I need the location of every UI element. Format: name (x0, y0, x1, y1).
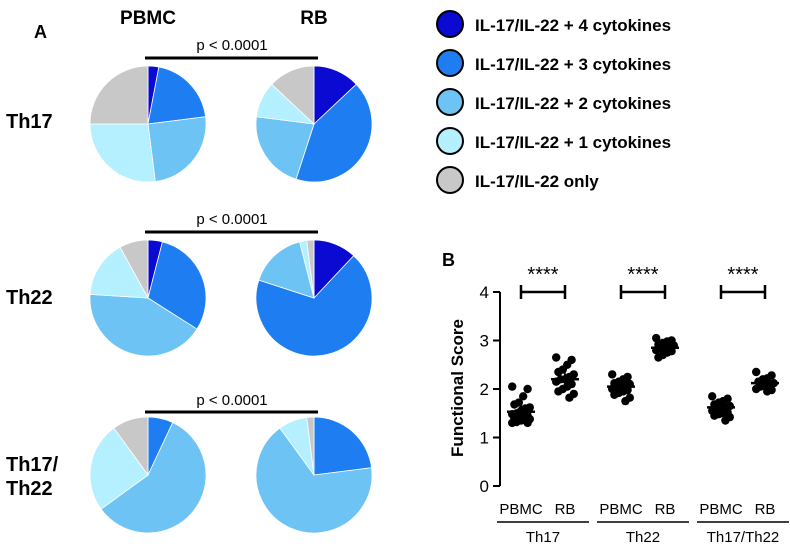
pie-slice (255, 116, 315, 180)
pie-slice (306, 416, 315, 476)
legend-item: IL-17/IL-22 only (436, 166, 599, 194)
panel-b: B Functional Score 0 1 2 3 4 PBMC RB Th17 **** PB… (442, 250, 789, 546)
data-point (710, 411, 719, 420)
data-point (708, 392, 717, 401)
data-point (652, 333, 661, 343)
pie-slice (306, 239, 315, 299)
legend-label: IL-17/IL-22 only (475, 172, 599, 191)
p-value-th22: p < 0.0001 (196, 211, 267, 228)
pie-th17th22-rb (255, 416, 373, 534)
row-label-th17: Th17 (6, 111, 53, 133)
pie-th22-pbmc (89, 239, 207, 357)
data-point (510, 400, 519, 409)
scatter-plot: 0 1 2 3 4 PBMC RB Th17 **** PBMC RB Th22 **** PBMC RB T… (480, 264, 789, 546)
legend-swatch (436, 166, 464, 194)
x-tick-label: PBMC (599, 501, 643, 518)
pie-slice (89, 246, 149, 299)
data-point (763, 387, 772, 396)
data-point (508, 418, 517, 428)
legend-label: IL-17/IL-22 + 4 cytokines (475, 16, 671, 35)
p-value-th17th22: p < 0.0001 (196, 392, 267, 409)
data-point (565, 393, 574, 402)
pie-slice (89, 65, 149, 125)
data-point (554, 367, 563, 377)
legend-item: IL-17/IL-22 + 1 cytokines (436, 127, 671, 155)
pie-slice (271, 65, 315, 125)
pie-th22-rb (255, 239, 373, 357)
y-tick-label: 2 (480, 380, 489, 399)
y-tick-label: 3 (480, 332, 489, 351)
x-tick-label: RB (555, 501, 576, 518)
p-value-th17: p < 0.0001 (196, 37, 267, 54)
pie-slice (89, 293, 198, 357)
column-header-rb: RB (300, 8, 327, 29)
group-label: Th17/Th22 (707, 529, 780, 546)
legend: IL-17/IL-22 + 4 cytokines IL-17/IL-22 + … (436, 10, 671, 194)
row-label-th17th22-line2: Th22 (6, 478, 53, 500)
pie-slice (258, 241, 315, 299)
y-tick-label: 4 (480, 283, 489, 302)
data-point (519, 392, 528, 401)
row-label-th17th22-line1: Th17/ (6, 454, 59, 476)
legend-label: IL-17/IL-22 + 1 cytokines (475, 133, 671, 152)
pie-th17-rb (255, 65, 373, 183)
y-axis-label: Functional Score (448, 319, 467, 457)
data-point (552, 353, 561, 362)
data-point (554, 387, 563, 396)
pie-slice (255, 427, 373, 534)
pie-slice (255, 255, 373, 357)
x-tick-label: RB (655, 501, 676, 518)
legend-item: IL-17/IL-22 + 2 cytokines (436, 88, 671, 116)
pie-slice (89, 427, 149, 510)
x-tick-label: RB (755, 501, 776, 518)
group-label: Th22 (626, 529, 660, 546)
x-tick-label: PBMC (699, 501, 743, 518)
pie-slice (89, 123, 156, 183)
data-point (610, 390, 619, 399)
significance-stars: **** (727, 264, 758, 286)
data-point (752, 384, 761, 394)
pie-slice (119, 239, 149, 299)
legend-label: IL-17/IL-22 + 3 cytokines (475, 55, 671, 74)
x-tick-label: PBMC (499, 501, 543, 518)
significance-stars: **** (527, 264, 558, 286)
y-tick-label: 0 (480, 477, 489, 496)
panel-a: A PBMC RB Th17 p < 0.0001 Th22 p < 0.000… (6, 8, 373, 534)
data-point (654, 353, 663, 362)
pie-slice (100, 421, 207, 534)
pie-th17th22-pbmc (89, 416, 207, 534)
pie-slice (313, 416, 372, 476)
legend-swatch (436, 88, 464, 116)
legend-swatch (436, 127, 464, 155)
data-point (721, 416, 730, 425)
pie-th17-pbmc (89, 65, 207, 183)
data-point (752, 367, 761, 377)
legend-item: IL-17/IL-22 + 3 cytokines (436, 49, 671, 77)
data-point (523, 418, 532, 428)
legend-swatch (436, 49, 464, 77)
row-label-th22: Th22 (6, 287, 53, 309)
data-point (608, 370, 617, 379)
legend-item: IL-17/IL-22 + 4 cytokines (436, 10, 671, 38)
panel-a-label: A (34, 22, 47, 42)
data-point (621, 396, 630, 406)
column-header-pbmc: PBMC (120, 8, 176, 29)
data-point (508, 382, 517, 391)
pie-slice (147, 66, 206, 125)
pie-slice (295, 83, 373, 183)
significance-stars: **** (627, 264, 658, 286)
legend-swatch (436, 10, 464, 38)
y-tick-label: 1 (480, 429, 489, 448)
data-point (523, 384, 532, 394)
pie-slice (147, 116, 207, 182)
pie-slice (147, 241, 207, 330)
pie-slice (113, 416, 149, 477)
group-label: Th17 (526, 529, 560, 546)
panel-b-label: B (442, 250, 455, 270)
legend-label: IL-17/IL-22 + 2 cytokines (475, 94, 671, 113)
